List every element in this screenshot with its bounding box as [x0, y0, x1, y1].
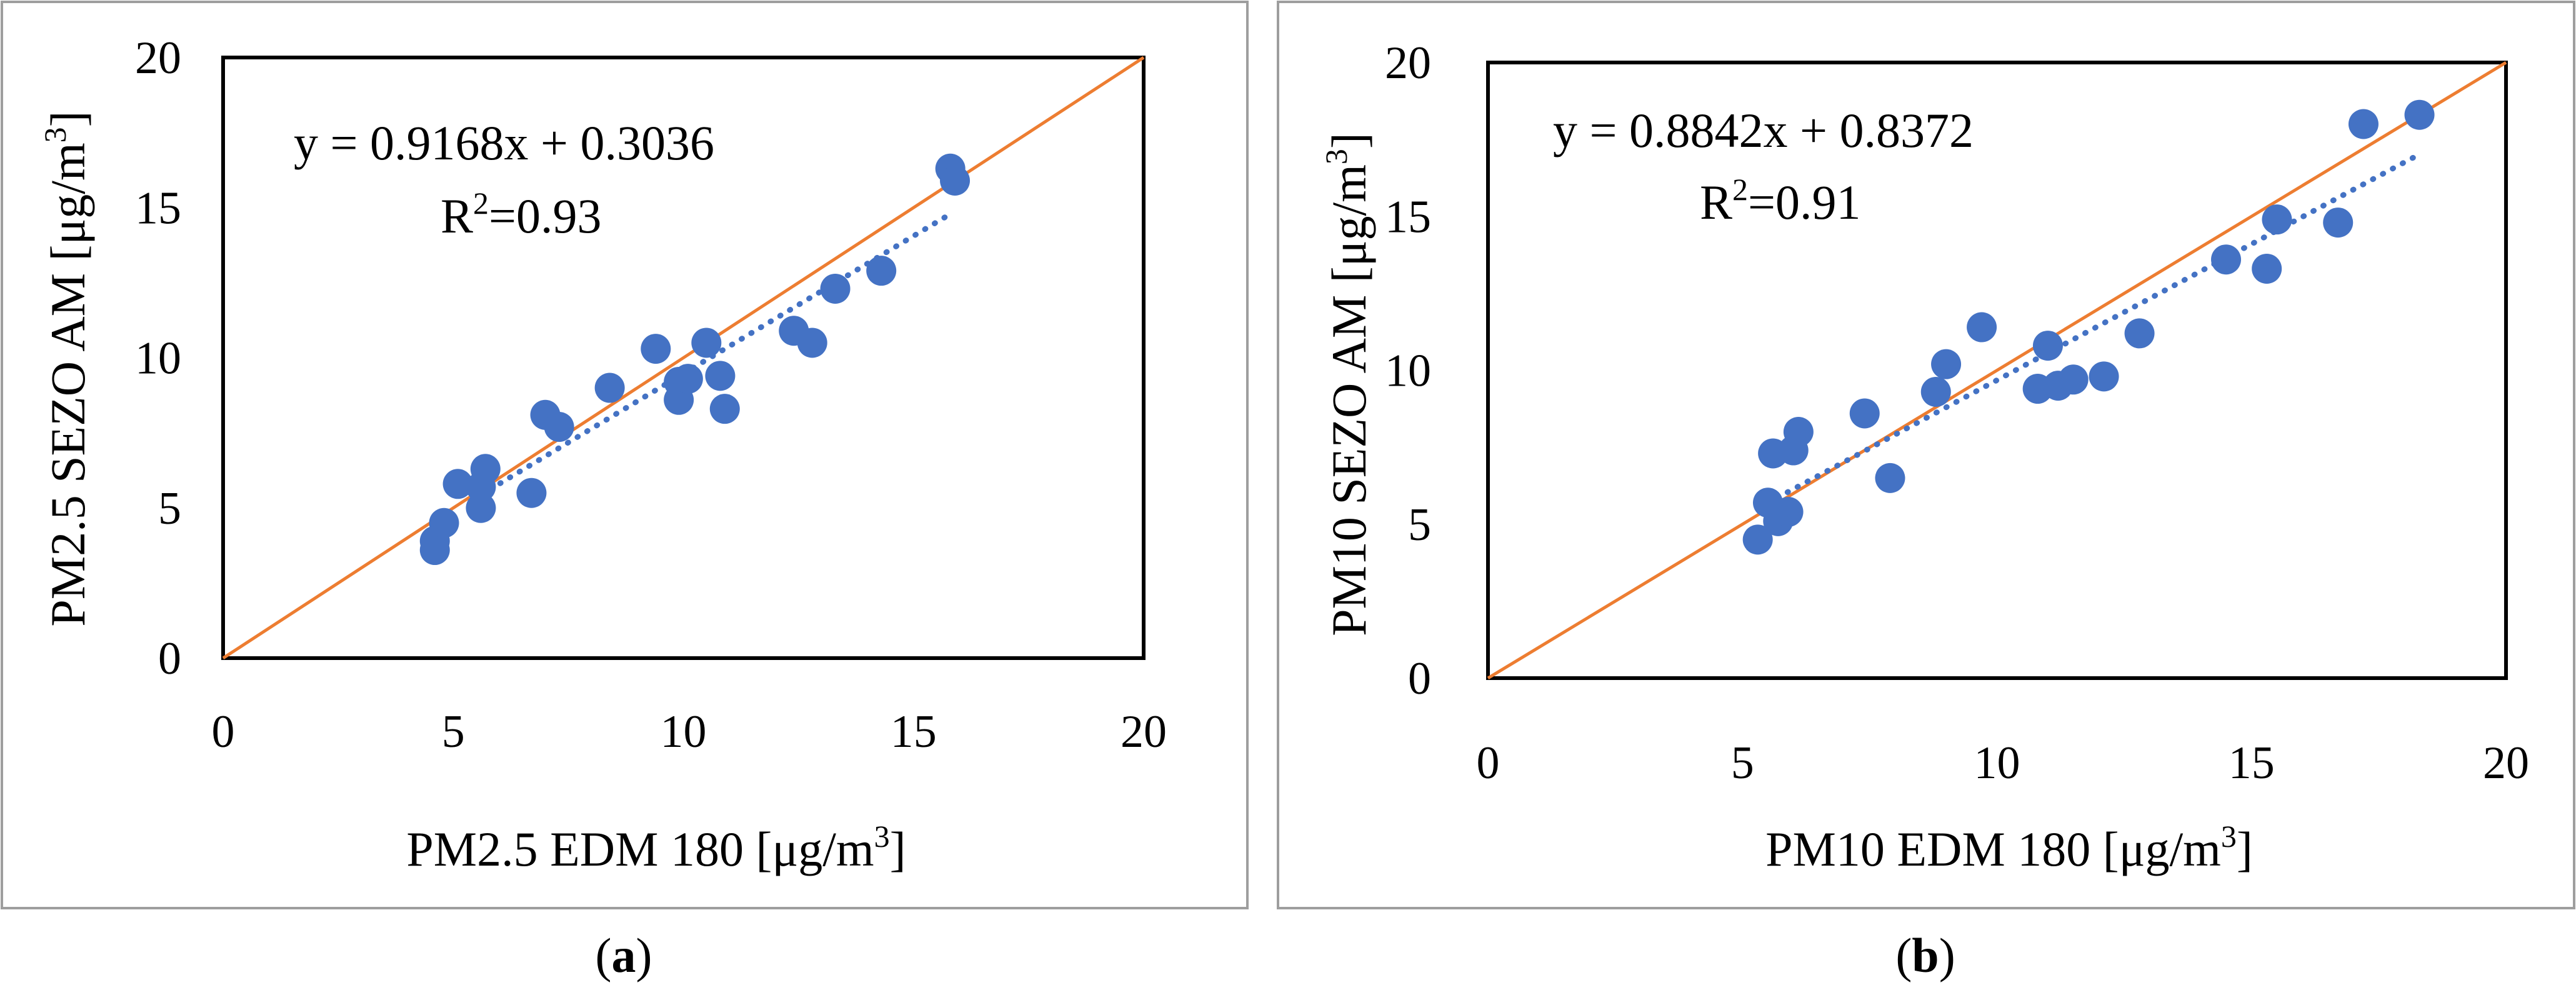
panel-a-plot-area: 0 5 10 15 20 0 5 10 15 20 [135, 32, 1167, 758]
panel-a-data-point [429, 508, 459, 538]
panel-b-data-point [2348, 109, 2379, 139]
panel-a-y-tick-label: 15 [135, 182, 181, 234]
panel-b-data-point [2404, 99, 2435, 130]
panel-b-border [1277, 1, 2575, 909]
panel-a-plot-frame [221, 56, 1146, 660]
panel-a-trendline [477, 211, 954, 498]
panel-b-data-point [2058, 364, 2089, 395]
panel-a-x-tick-label: 10 [661, 706, 707, 758]
panel-a-data-point [641, 334, 671, 364]
panel-b-data-point [2262, 204, 2292, 235]
panel-b-data-point [2252, 253, 2282, 284]
panel-b-plot-frame [1486, 61, 2508, 680]
panel-a-data-point [672, 364, 703, 394]
panel-b-x-axis-superscript: 3 [2221, 819, 2237, 854]
panel-b-x-tick-label: 10 [1974, 738, 2020, 789]
panel-b-data-point [1742, 524, 1773, 555]
panel-b-data-point [1931, 349, 1962, 379]
panel-b-y-tick-label: 5 [1408, 499, 1431, 551]
panel-b-data-point [1773, 497, 1804, 528]
panel-b-equation: y = 0.8842x + 0.8372 [1553, 103, 1974, 158]
panel-b-data-point [1920, 376, 1951, 407]
panel-a-data-point [705, 361, 736, 391]
panel-b-data-point [2124, 318, 2155, 349]
panel-a-y-tick-label: 5 [158, 483, 181, 534]
panel-b-r-squared-superscript: 2 [1732, 172, 1748, 207]
panel-a-data-point [442, 469, 473, 499]
panel-a-x-tick-label: 15 [891, 706, 937, 758]
panel-a-border [1, 1, 1249, 909]
panel-b-plot-area: 0 5 10 15 20 0 5 10 15 20 [1385, 38, 2529, 789]
panel-b-x-tick-label: 5 [1731, 738, 1754, 789]
panel-b-trendline [1755, 151, 2423, 511]
panel-a-data-point [594, 372, 625, 403]
panel-a-data-point [797, 328, 827, 358]
panel-b-data-point [1967, 312, 1997, 342]
panel-b-reference-line [1487, 61, 2507, 680]
panel-a-r-squared: R2=0.93 [441, 186, 602, 243]
panel-a-y-axis-superscript: 3 [37, 127, 72, 142]
panel-a-equation: y = 0.9168x + 0.3036 [294, 116, 714, 170]
panel-a: 0 5 10 15 20 0 5 10 15 20 y = 0.9168x + 0.3036 R2… [1, 1, 1249, 982]
panel-a-y-tick-label: 10 [135, 333, 181, 384]
panel-a-data-point [709, 394, 740, 424]
panel-a-data-point [940, 166, 971, 196]
panel-a-data-point [691, 328, 722, 358]
panel-b-x-tick-label: 20 [2483, 738, 2529, 789]
panel-b-data-point [2089, 361, 2119, 392]
panel-a-data-point [544, 412, 574, 442]
panel-a-reference-line [222, 56, 1145, 660]
panel-a-label: (a) [596, 928, 652, 982]
panel-a-x-tick-label: 0 [212, 706, 235, 758]
panel-b-data-point [1849, 398, 1880, 429]
panel-b-data-point [2211, 244, 2242, 275]
panel-b-y-axis-title: PM10 SEZO AM [μg/m3] [1319, 132, 1376, 636]
panel-b-x-tick-label: 0 [1477, 738, 1500, 789]
panel-b-y-tick-label: 0 [1408, 653, 1431, 704]
panel-b-data-point [2323, 208, 2354, 238]
panel-a-data-point [466, 492, 496, 523]
panel-a-y-axis-title: PM2.5 SEZO AM [μg/m3] [37, 111, 95, 626]
panel-b: 0 5 10 15 20 0 5 10 15 20 y = 0.8842x + 0.8372 R2… [1277, 1, 2575, 982]
panel-b-y-tick-label: 20 [1385, 38, 1431, 89]
panel-a-data-point [516, 478, 547, 508]
panel-a-x-tick-label: 5 [442, 706, 465, 758]
panel-a-x-axis-superscript: 3 [874, 819, 890, 854]
panel-b-label: (b) [1895, 928, 1955, 982]
panel-a-data-point [866, 256, 897, 286]
panel-b-x-axis-title: PM10 EDM 180 [μg/m3] [1765, 819, 2253, 876]
panel-a-x-tick-label: 20 [1121, 706, 1167, 758]
panel-a-y-tick-label: 20 [135, 32, 181, 84]
panel-b-r-squared: R2=0.91 [1700, 172, 1861, 229]
panel-b-data-point [2032, 331, 2063, 361]
panel-a-y-tick-label: 0 [158, 633, 181, 684]
panel-b-data-point [1783, 417, 1814, 447]
panel-b-data-point [1875, 462, 1905, 493]
panel-b-y-tick-label: 15 [1385, 191, 1431, 242]
panel-a-r-squared-superscript: 2 [473, 186, 489, 221]
panel-a-data-point [820, 273, 851, 304]
panel-a-data-point [470, 454, 501, 484]
panel-b-x-tick-label: 15 [2229, 738, 2275, 789]
panel-a-x-axis-title: PM2.5 EDM 180 [μg/m3] [406, 819, 906, 876]
panel-b-y-axis-superscript: 3 [1319, 149, 1354, 164]
panel-b-y-tick-label: 10 [1385, 346, 1431, 397]
